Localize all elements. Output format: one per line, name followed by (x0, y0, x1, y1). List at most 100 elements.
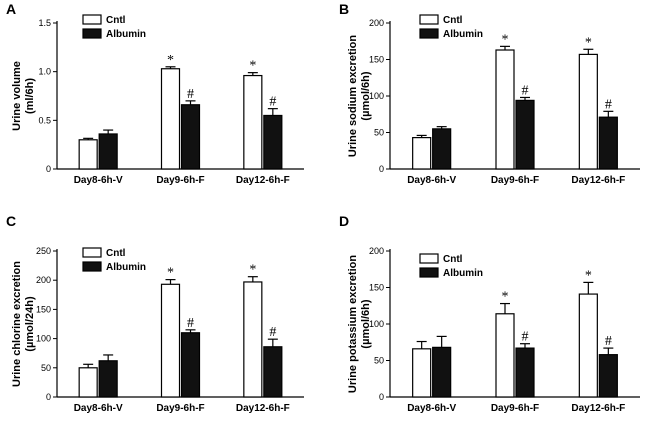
legend-label-albumin: Albumin (106, 29, 146, 40)
legend-label-albumin: Albumin (443, 268, 483, 279)
legend-swatch-albumin (419, 28, 439, 39)
y-tick-label: 50 (374, 356, 384, 366)
significance-asterisk: * (585, 268, 592, 283)
y-tick-label: 1.0 (38, 67, 51, 77)
bar-cntl (78, 139, 98, 170)
bar-albumin (432, 346, 452, 398)
panel-b: B 0 50 100 150 200 Urine sodium excretion (µmol… (339, 1, 640, 186)
legend-swatch-cntl (419, 253, 439, 264)
y-axis-label: Urine potassium excretion (347, 255, 359, 393)
significance-asterisk: * (167, 53, 174, 68)
bar-cntl (495, 313, 515, 398)
legend-swatch-albumin (82, 28, 102, 39)
significance-hash: # (269, 325, 276, 340)
category-label: Day9-6h-F (491, 403, 539, 414)
significance-hash: # (522, 83, 529, 98)
category-label: Day9-6h-F (156, 175, 204, 186)
y-tick-label: 150 (36, 304, 51, 314)
significance-asterisk: * (249, 59, 256, 74)
category-label: Day8-6h-V (74, 403, 123, 414)
legend-label-cntl: Cntl (106, 248, 126, 259)
category-label: Day8-6h-V (407, 175, 456, 186)
significance-asterisk: * (502, 32, 509, 47)
significance-hash: # (269, 95, 276, 110)
y-tick-label: 200 (369, 18, 384, 28)
panel-label: C (6, 213, 16, 229)
panel-label: D (339, 213, 349, 229)
legend-label-cntl: Cntl (106, 15, 126, 26)
significance-asterisk: * (249, 263, 256, 278)
category-label: Day9-6h-F (491, 175, 539, 186)
bar-albumin (98, 360, 118, 398)
legend-label-albumin: Albumin (106, 262, 146, 273)
y-tick-label: 100 (369, 319, 384, 329)
category-label: Day12-6h-F (236, 403, 290, 414)
bar-cntl (578, 293, 598, 398)
significance-hash: # (605, 334, 612, 349)
significance-asterisk: * (585, 35, 592, 50)
bar-albumin (432, 128, 452, 170)
legend-label-cntl: Cntl (443, 254, 463, 265)
legend-swatch-cntl (82, 247, 102, 258)
category-label: Day8-6h-V (74, 175, 123, 186)
bar-cntl (412, 137, 432, 170)
y-tick-label: 250 (36, 246, 51, 256)
significance-hash: # (187, 87, 194, 102)
y-tick-label: 0 (46, 392, 51, 402)
legend-swatch-cntl (82, 14, 102, 25)
bar-albumin (98, 133, 118, 170)
bar-cntl (243, 74, 263, 170)
legend-label-albumin: Albumin (443, 29, 483, 40)
y-tick-label: 50 (41, 363, 51, 373)
y-tick-label: 150 (369, 283, 384, 293)
bar-cntl (495, 49, 515, 170)
significance-hash: # (187, 316, 194, 331)
bar-cntl (160, 68, 181, 170)
bar-cntl (243, 281, 263, 398)
bar-cntl (578, 53, 598, 170)
y-tick-label: 50 (374, 128, 384, 138)
y-tick-label: 200 (36, 275, 51, 285)
category-label: Day12-6h-F (571, 175, 625, 186)
category-label: Day8-6h-V (407, 403, 456, 414)
y-tick-label: 0.5 (38, 115, 51, 125)
y-tick-label: 0 (46, 164, 51, 174)
bar-cntl (78, 367, 98, 398)
y-tick-label: 150 (369, 55, 384, 65)
y-tick-label: 100 (36, 334, 51, 344)
bar-albumin (515, 347, 535, 398)
category-label: Day12-6h-F (571, 403, 625, 414)
panel-a: A 0 0.5 1.0 1.5 Urine volume (ml/6h) Day8-6h-V *… (6, 1, 304, 186)
bar-albumin (263, 114, 283, 170)
category-label: Day12-6h-F (236, 175, 290, 186)
y-axis-label: Urine chlorine excretion (11, 261, 23, 387)
y-axis-label: Urine volume (11, 61, 23, 131)
y-axis-label: Urine sodium excretion (347, 35, 359, 158)
y-tick-label: 200 (369, 246, 384, 256)
significance-asterisk: * (502, 290, 509, 305)
significance-hash: # (605, 97, 612, 112)
y-axis-unit: (µmol/6h) (360, 299, 372, 348)
y-tick-label: 0 (379, 392, 384, 402)
legend-swatch-cntl (419, 14, 439, 25)
panel-d: D 0 50 100 150 200 Urine potassium excretion (µ… (339, 213, 640, 414)
bar-albumin (180, 104, 201, 170)
bar-albumin (180, 332, 201, 398)
y-axis-unit: (µmol/24h) (24, 296, 36, 352)
y-axis-unit: (µmol/6h) (360, 71, 372, 120)
legend-swatch-albumin (419, 267, 439, 278)
significance-asterisk: * (167, 266, 174, 281)
panel-c: C 0 50 100 150 200 250 Urine chlorine excretion… (6, 213, 304, 414)
y-axis-unit: (ml/6h) (24, 78, 36, 114)
y-tick-label: 1.5 (38, 18, 51, 28)
y-tick-label: 100 (369, 91, 384, 101)
category-label: Day9-6h-F (156, 403, 204, 414)
panel-label: A (6, 1, 16, 17)
significance-hash: # (522, 330, 529, 345)
bar-albumin (263, 346, 283, 398)
legend-label-cntl: Cntl (443, 15, 463, 26)
bar-albumin (515, 99, 535, 170)
bar-albumin (598, 116, 618, 170)
bar-albumin (598, 354, 618, 398)
